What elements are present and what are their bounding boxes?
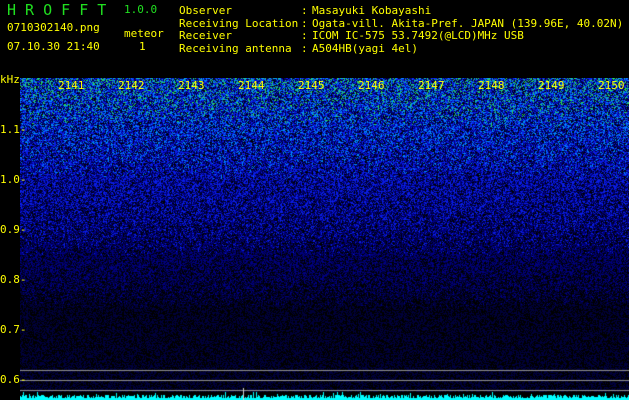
meteor-count: 1 bbox=[139, 40, 146, 53]
info-labels: Observer Receiving Location Receiver Receiv… bbox=[179, 4, 299, 55]
info-colons: :::: bbox=[301, 4, 308, 55]
file-datetime: 07.10.30 21:40 bbox=[7, 40, 100, 53]
x-tick-label: 2144 bbox=[238, 79, 265, 92]
app-title: H R O F F T bbox=[7, 1, 107, 19]
x-tick-label: 2150 bbox=[598, 79, 625, 92]
antenna-value: A504HB(yagi 4el) bbox=[312, 41, 418, 55]
x-tick-label: 2146 bbox=[358, 79, 385, 92]
x-tick-label: 2143 bbox=[178, 79, 205, 92]
info-values: Masayuki Kobayashi Ogata-vill. Akita-Pref… bbox=[312, 4, 624, 55]
x-tick-label: 2148 bbox=[478, 79, 505, 92]
y-tick-label: 0.8- bbox=[0, 273, 27, 286]
x-tick-label: 2142 bbox=[118, 79, 145, 92]
x-tick-label: 2147 bbox=[418, 79, 445, 92]
y-tick-label: 1.1- bbox=[0, 123, 27, 136]
file-name: 0710302140.png bbox=[7, 21, 100, 34]
antenna-label: Receiving antenna bbox=[179, 41, 292, 55]
receiver-value: ICOM IC-575 53.7492(@LCD)MHz USB bbox=[312, 29, 524, 42]
app-version: 1.0.0 bbox=[124, 3, 158, 16]
x-tick-label: 2141 bbox=[58, 79, 85, 92]
y-tick-label: 1.0- bbox=[0, 173, 27, 186]
y-tick-label: 0.9- bbox=[0, 223, 27, 236]
location-value: Ogata-vill. Akita-Pref. JAPAN (139.96E, … bbox=[312, 16, 624, 30]
x-tick-label: 2149 bbox=[538, 79, 565, 92]
y-tick-label: 0.6- bbox=[0, 373, 27, 386]
spectrogram bbox=[20, 78, 629, 400]
x-tick-label: 2145 bbox=[298, 79, 325, 92]
meteor-label: meteor bbox=[124, 27, 164, 40]
receiver-label: Receiver bbox=[179, 29, 232, 42]
y-unit-label: kHz bbox=[0, 73, 20, 86]
y-tick-label: 0.7- bbox=[0, 323, 27, 336]
observer-label: Observer bbox=[179, 4, 232, 17]
observer-value: Masayuki Kobayashi bbox=[312, 4, 432, 17]
location-label: Receiving Location bbox=[179, 16, 299, 30]
